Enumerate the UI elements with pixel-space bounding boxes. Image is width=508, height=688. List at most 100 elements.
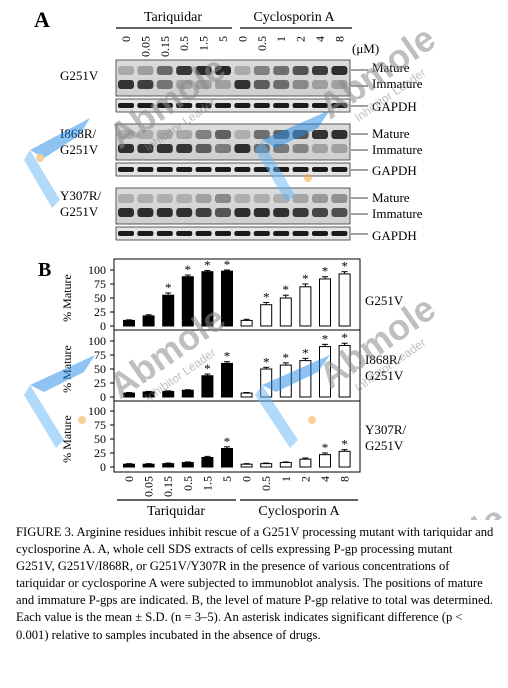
chart3-title-line1: Y307R/ (365, 422, 407, 437)
panel-a-unit: (μM) (352, 41, 379, 56)
significance-star: * (283, 350, 290, 365)
y-tick-label: 25 (94, 376, 106, 390)
y-tick-label: 0 (100, 460, 106, 474)
bar (319, 454, 331, 468)
immature-band (292, 80, 309, 89)
panel-a-conc-label: 4 (313, 36, 327, 42)
row1-blot (115, 59, 351, 97)
mature-band (312, 194, 328, 203)
mature-band (215, 66, 231, 75)
significance-star: * (165, 280, 172, 295)
immature-band (331, 80, 348, 89)
gapdh-band (137, 231, 154, 236)
y-tick-label: 25 (94, 305, 106, 319)
mature-band (195, 66, 212, 75)
gapdh-band (195, 167, 212, 172)
bar (162, 463, 175, 468)
bar (123, 463, 135, 468)
y-tick-label: 0 (100, 319, 106, 333)
mature-band (118, 194, 134, 203)
bar (221, 362, 233, 398)
watermark-logo-icon (255, 385, 298, 448)
gapdh-band (331, 103, 348, 108)
gapdh-band (195, 231, 212, 236)
watermark-logo-icon (30, 118, 90, 158)
gapdh-band (176, 103, 193, 108)
mature-band (253, 130, 270, 139)
gapdh-band (215, 231, 231, 236)
significance-star: * (263, 354, 270, 369)
bar (319, 278, 331, 327)
panel-b-frame (113, 258, 361, 473)
panel-a-conc-label: 0.15 (158, 36, 172, 57)
row2-mature-label: Mature (372, 126, 410, 141)
panel-b-conc-label: 0 (122, 476, 136, 482)
gapdh-band (118, 103, 134, 108)
panel-a-conc-label: 0 (119, 36, 133, 42)
mature-band (137, 66, 154, 75)
watermark-logo-icon (30, 355, 95, 392)
mature-band (176, 130, 193, 139)
immature-band (234, 80, 251, 89)
mature-band (137, 130, 154, 139)
mature-band (176, 194, 193, 203)
gapdh-band (176, 231, 193, 236)
immature-band (195, 80, 212, 89)
mature-band (118, 130, 134, 139)
immature-band (195, 144, 212, 153)
mature-band (137, 194, 154, 203)
watermark-logo-icon (24, 385, 64, 448)
significance-star: * (224, 349, 231, 364)
panel-b-conc-label: 1.5 (200, 476, 214, 491)
chart3-title-line2: G251V (365, 438, 404, 453)
immature-band (234, 144, 251, 153)
watermark-logo-icon (262, 355, 330, 392)
gapdh-band (292, 167, 309, 172)
mature-band (156, 66, 173, 75)
significance-star: * (341, 330, 348, 345)
watermark-logo-icon (308, 416, 316, 424)
panel-a-conc-label: 1 (274, 36, 288, 42)
y-tick-label: 50 (94, 362, 106, 376)
mature-band (215, 194, 231, 203)
y-tick-label: 75 (94, 418, 106, 432)
gapdh-band (176, 167, 193, 172)
bar (240, 463, 253, 468)
significance-star: * (283, 282, 290, 297)
panel-b-conc-label: 1 (279, 476, 293, 482)
panel-a-group-tariquidar: Tariquidar (144, 10, 202, 25)
significance-star: * (224, 434, 231, 449)
panel-b-conc-label: 8 (338, 476, 352, 482)
bar (162, 294, 175, 327)
immature-band (331, 144, 348, 153)
gapdh-band (156, 231, 173, 236)
panel-b-conc-label: 0.5 (259, 476, 273, 491)
panel-b-conc-label: 0 (240, 476, 254, 482)
significance-star: * (322, 331, 329, 346)
immature-band (292, 208, 309, 217)
mature-band (331, 66, 348, 75)
immature-band (312, 208, 328, 217)
panel-b-label: B (38, 259, 51, 281)
figure-caption: FIGURE 3. Arginine residues inhibit resc… (16, 525, 494, 642)
immature-band (312, 144, 328, 153)
y-tick-label: 75 (94, 348, 106, 362)
immature-band (137, 144, 154, 153)
significance-star: * (204, 258, 211, 273)
row2-gapdh-blot (115, 162, 351, 177)
row3-gapdh-label: GAPDH (372, 228, 417, 243)
gapdh-band (273, 103, 290, 108)
y-tick-label: 50 (94, 291, 106, 305)
row3-blot (115, 187, 351, 225)
panel-b-group-cyclosporin: Cyclosporin A (258, 504, 340, 519)
bar (279, 297, 292, 327)
bar (260, 304, 273, 327)
mature-band (118, 66, 134, 75)
row3-bands (118, 194, 348, 217)
gapdh-band (331, 231, 348, 236)
immature-band (118, 144, 134, 153)
row2-immature-label: Immature (372, 142, 423, 157)
y-tick-label: 100 (88, 334, 106, 348)
gapdh-band (312, 103, 328, 108)
mature-band (312, 130, 328, 139)
